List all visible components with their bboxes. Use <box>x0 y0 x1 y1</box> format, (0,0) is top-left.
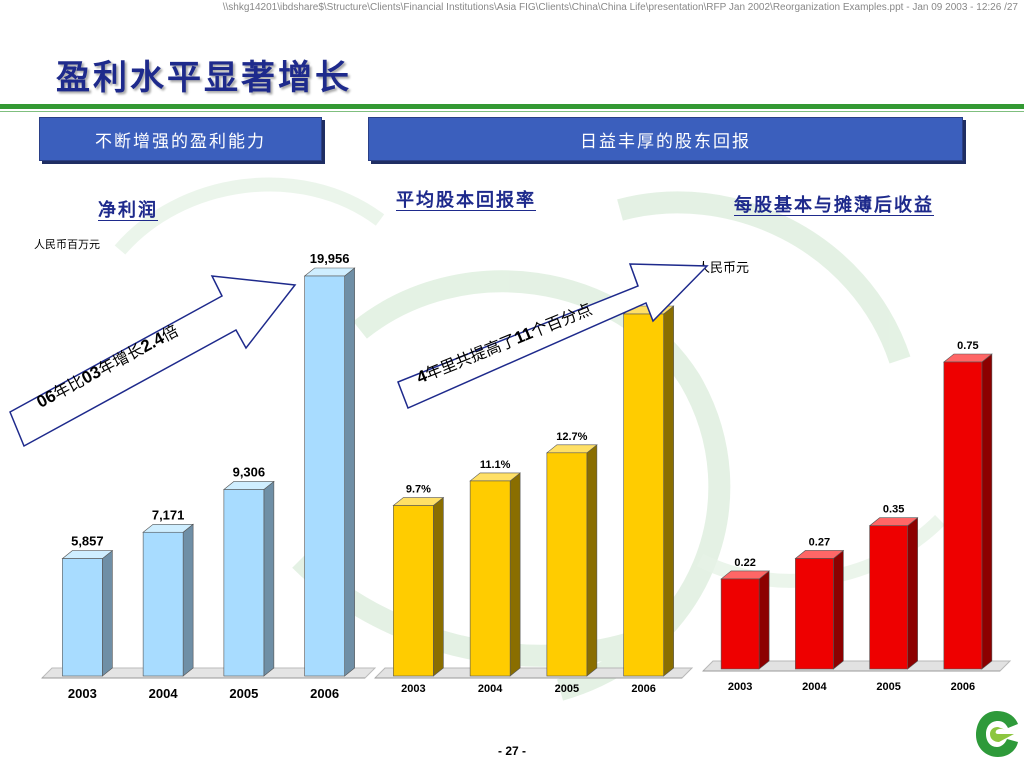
category-label-2004: 2004 <box>802 681 827 693</box>
slide-title: 盈利水平显著增长 <box>56 58 352 98</box>
section-header-profitability: 不断增强的盈利能力 <box>39 117 322 161</box>
section-header-shareholder-return: 日益丰厚的股东回报 <box>368 117 963 161</box>
category-label-2004: 2004 <box>149 686 179 701</box>
eps-subtitle: 每股基本与摊薄后收益 <box>734 195 934 216</box>
bar-2006: 0.75 <box>943 340 993 670</box>
title-divider <box>0 104 1024 109</box>
category-label-2005: 2005 <box>229 686 258 701</box>
bar-2004: 11.1% <box>469 459 521 677</box>
category-label-2003: 2003 <box>728 681 752 693</box>
bar-front-face <box>223 489 265 677</box>
value-label: 12.7% <box>556 431 587 443</box>
bar-2003: 5,857 <box>61 534 114 677</box>
title-divider-thin <box>0 111 1024 112</box>
roe-subtitle: 平均股本回报率 <box>396 190 536 211</box>
bar-front-face <box>62 558 103 677</box>
value-label: 9,306 <box>233 464 266 479</box>
category-label-2005: 2005 <box>555 683 579 695</box>
net-profit-unit: 人民币百万元 <box>34 238 100 251</box>
bar-2005: 0.35 <box>868 504 919 670</box>
bar-2004: 7,171 <box>142 507 194 677</box>
value-label: 0.35 <box>883 504 904 516</box>
category-label-2006: 2006 <box>631 683 655 695</box>
bar-2004: 0.27 <box>794 536 845 670</box>
eps-unit: 人民币元 <box>697 261 750 276</box>
file-path-header: \\shkg14201\ibdshare$\Structure\Clients\… <box>222 2 1018 13</box>
bar-2003: 9.7% <box>392 484 445 677</box>
value-label: 19,956 <box>310 251 350 266</box>
net-profit-subtitle: 净利润 <box>98 200 158 221</box>
bar-front-face <box>795 558 834 670</box>
bar-front-face <box>142 531 184 677</box>
growth-arrow-2 <box>397 263 709 410</box>
value-label: 9.7% <box>406 484 431 496</box>
bar-2006: 19,956 <box>303 251 356 677</box>
value-label: 7,171 <box>152 507 185 522</box>
bar-front-face <box>943 361 983 670</box>
category-label-2004: 2004 <box>478 683 503 695</box>
company-logo <box>976 711 1018 757</box>
growth-arrow-1 <box>9 275 297 448</box>
bar-front-face <box>469 480 511 677</box>
bar-2005: 9,306 <box>223 464 275 677</box>
bar-front-face <box>623 313 664 677</box>
page-number: - 27 - <box>497 744 526 758</box>
category-label-2005: 2005 <box>876 681 900 693</box>
bar-front-face <box>546 452 588 677</box>
bar-front-face <box>720 578 760 670</box>
category-label-2003: 2003 <box>68 686 97 701</box>
bar-front-face <box>304 275 345 677</box>
category-label-2006: 2006 <box>951 681 975 693</box>
bar-2005: 12.7% <box>546 431 598 677</box>
value-label: 0.27 <box>809 536 830 548</box>
category-label-2006: 2006 <box>310 686 339 701</box>
category-label-2003: 2003 <box>401 683 425 695</box>
value-label: 0.75 <box>957 340 978 352</box>
value-label: 5,857 <box>71 534 104 549</box>
bar-2003: 0.22 <box>720 557 770 670</box>
bar-front-face <box>393 505 434 677</box>
value-label: 11.1% <box>480 459 511 471</box>
value-label: 0.22 <box>734 557 755 569</box>
bar-front-face <box>869 525 908 670</box>
